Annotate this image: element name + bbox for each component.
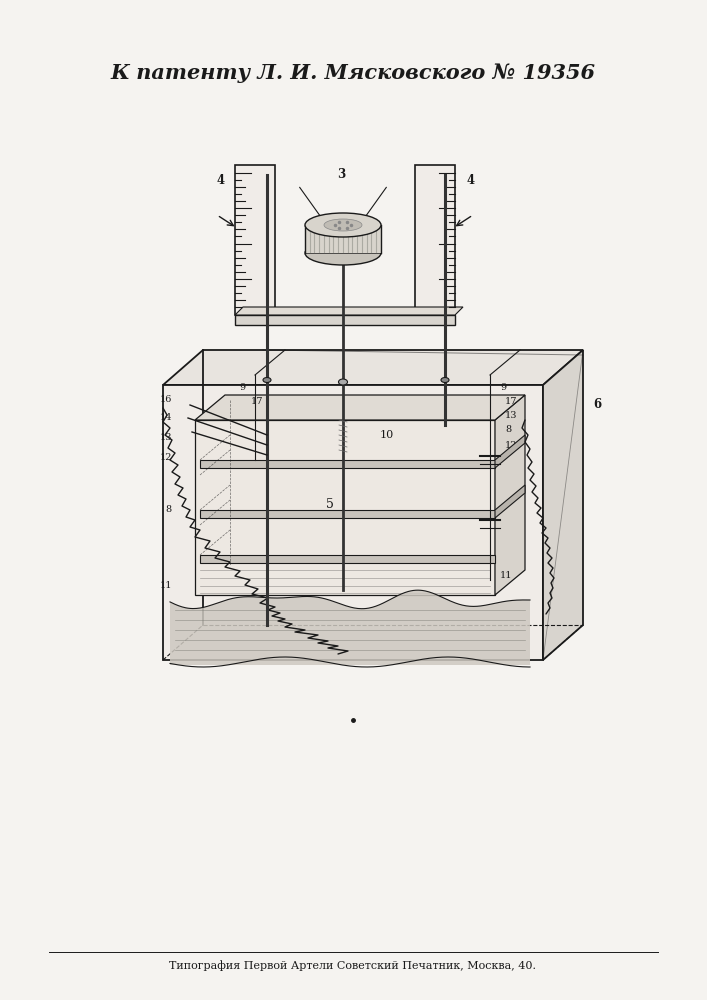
Text: 17: 17 (505, 397, 518, 406)
Polygon shape (195, 395, 525, 420)
Text: 12: 12 (505, 440, 518, 450)
Text: К патенту Л. И. Мясковского № 19356: К патенту Л. И. Мясковского № 19356 (110, 63, 595, 83)
Polygon shape (163, 350, 583, 385)
Polygon shape (305, 225, 381, 253)
Polygon shape (163, 385, 543, 660)
Text: Типография Первой Артели Советский Печатник, Москва, 40.: Типография Первой Артели Советский Печат… (170, 961, 537, 971)
Polygon shape (200, 510, 495, 518)
Text: 10: 10 (380, 430, 395, 440)
Polygon shape (200, 555, 495, 563)
Ellipse shape (339, 379, 348, 385)
Text: 8: 8 (166, 506, 172, 514)
Text: 5: 5 (326, 498, 334, 512)
Polygon shape (415, 165, 455, 315)
Text: 4: 4 (467, 174, 475, 186)
Ellipse shape (324, 219, 362, 231)
Polygon shape (495, 435, 525, 468)
Text: 11: 11 (500, 570, 513, 580)
Text: 17: 17 (251, 397, 263, 406)
Text: 9: 9 (239, 383, 245, 392)
Text: 3: 3 (337, 168, 345, 182)
Polygon shape (235, 307, 463, 315)
Text: 12: 12 (160, 454, 172, 462)
Text: 6: 6 (593, 398, 601, 412)
Ellipse shape (441, 377, 449, 382)
Text: 9: 9 (500, 383, 506, 392)
Text: 13: 13 (160, 434, 172, 442)
Polygon shape (200, 460, 495, 468)
Text: 11: 11 (160, 580, 172, 589)
Ellipse shape (263, 377, 271, 382)
Polygon shape (235, 165, 275, 315)
Polygon shape (195, 420, 495, 595)
Polygon shape (235, 315, 455, 325)
Polygon shape (495, 485, 525, 518)
Polygon shape (170, 590, 530, 665)
Text: 14: 14 (160, 414, 172, 422)
Polygon shape (543, 350, 583, 660)
Text: 4: 4 (217, 174, 225, 186)
Text: 16: 16 (160, 395, 172, 404)
Ellipse shape (305, 213, 381, 237)
Polygon shape (495, 395, 525, 595)
Text: 13: 13 (505, 412, 518, 420)
Text: 8: 8 (505, 426, 511, 434)
Ellipse shape (305, 241, 381, 265)
